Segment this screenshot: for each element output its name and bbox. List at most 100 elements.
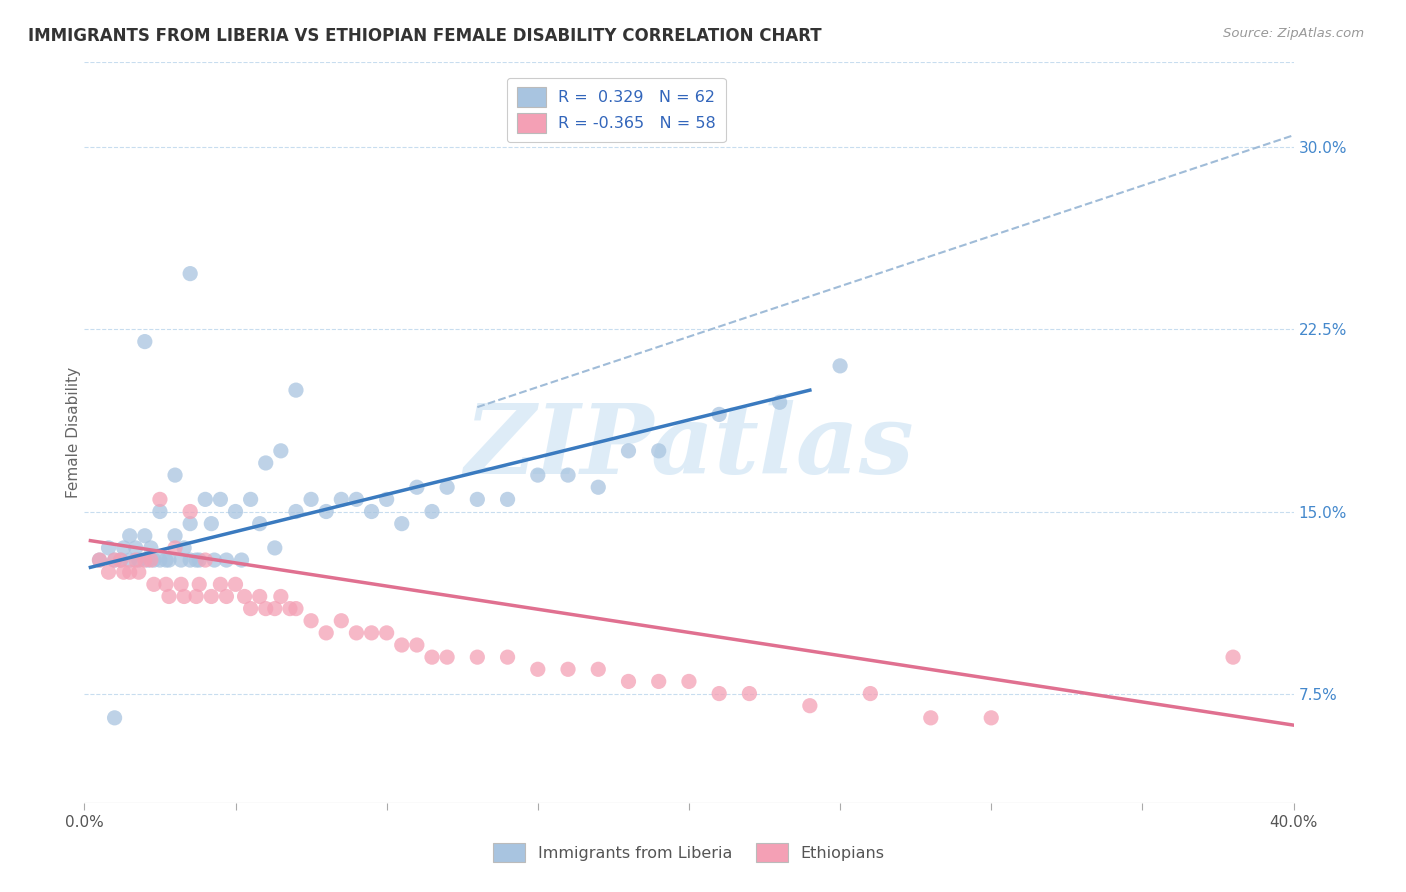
Point	[648, 443, 671, 458]
Point	[118, 553, 141, 567]
Point	[278, 601, 301, 615]
Point	[179, 267, 201, 281]
Point	[128, 565, 150, 579]
Point	[254, 601, 277, 615]
Point	[125, 541, 148, 555]
Point	[346, 492, 368, 507]
Point	[557, 468, 579, 483]
Point	[170, 577, 193, 591]
Point	[346, 626, 368, 640]
Point	[134, 334, 156, 349]
Point	[225, 504, 247, 518]
Point	[179, 516, 201, 531]
Point	[330, 614, 353, 628]
Point	[165, 468, 187, 483]
Point	[104, 553, 127, 567]
Point	[165, 529, 187, 543]
Point	[1222, 650, 1244, 665]
Point	[97, 541, 120, 555]
Point	[330, 492, 353, 507]
Point	[263, 541, 285, 555]
Point	[149, 553, 172, 567]
Point	[215, 553, 238, 567]
Point	[200, 590, 222, 604]
Point	[118, 565, 141, 579]
Point	[179, 504, 201, 518]
Point	[155, 577, 177, 591]
Point	[557, 662, 579, 676]
Legend: Immigrants from Liberia, Ethiopians: Immigrants from Liberia, Ethiopians	[486, 837, 891, 869]
Point	[617, 443, 640, 458]
Point	[202, 553, 225, 567]
Point	[391, 638, 413, 652]
Point	[215, 590, 238, 604]
Point	[375, 492, 398, 507]
Point	[496, 650, 519, 665]
Point	[527, 468, 550, 483]
Point	[149, 492, 172, 507]
Point	[225, 577, 247, 591]
Point	[186, 553, 208, 567]
Point	[249, 516, 271, 531]
Point	[436, 480, 458, 494]
Point	[588, 480, 610, 494]
Point	[830, 359, 852, 373]
Point	[139, 541, 162, 555]
Point	[231, 553, 253, 567]
Point	[406, 638, 429, 652]
Point	[194, 492, 217, 507]
Point	[299, 492, 322, 507]
Point	[173, 590, 195, 604]
Point	[496, 492, 519, 507]
Point	[157, 590, 180, 604]
Point	[209, 492, 232, 507]
Point	[648, 674, 671, 689]
Point	[285, 504, 308, 518]
Point	[920, 711, 942, 725]
Point	[375, 626, 398, 640]
Point	[134, 553, 156, 567]
Point	[709, 408, 731, 422]
Point	[436, 650, 458, 665]
Point	[104, 711, 127, 725]
Point	[110, 553, 132, 567]
Point	[104, 553, 127, 567]
Point	[179, 553, 201, 567]
Point	[467, 650, 489, 665]
Point	[110, 553, 132, 567]
Point	[285, 383, 308, 397]
Point	[134, 529, 156, 543]
Point	[360, 504, 382, 518]
Point	[799, 698, 821, 713]
Point	[420, 504, 443, 518]
Point	[142, 577, 165, 591]
Point	[285, 601, 308, 615]
Point	[239, 601, 262, 615]
Point	[527, 662, 550, 676]
Point	[270, 590, 292, 604]
Point	[89, 553, 111, 567]
Point	[173, 541, 195, 555]
Point	[155, 553, 177, 567]
Point	[420, 650, 443, 665]
Point	[125, 553, 148, 567]
Point	[467, 492, 489, 507]
Point	[769, 395, 792, 409]
Point	[315, 504, 337, 518]
Point	[157, 553, 180, 567]
Point	[360, 626, 382, 640]
Point	[249, 590, 271, 604]
Point	[617, 674, 640, 689]
Point	[200, 516, 222, 531]
Point	[391, 516, 413, 531]
Text: IMMIGRANTS FROM LIBERIA VS ETHIOPIAN FEMALE DISABILITY CORRELATION CHART: IMMIGRANTS FROM LIBERIA VS ETHIOPIAN FEM…	[28, 27, 821, 45]
Text: ZIPatlas: ZIPatlas	[464, 401, 914, 494]
Point	[588, 662, 610, 676]
Point	[139, 553, 162, 567]
Point	[239, 492, 262, 507]
Point	[112, 565, 135, 579]
Y-axis label: Female Disability: Female Disability	[66, 367, 80, 499]
Point	[315, 626, 337, 640]
Point	[270, 443, 292, 458]
Point	[165, 541, 187, 555]
